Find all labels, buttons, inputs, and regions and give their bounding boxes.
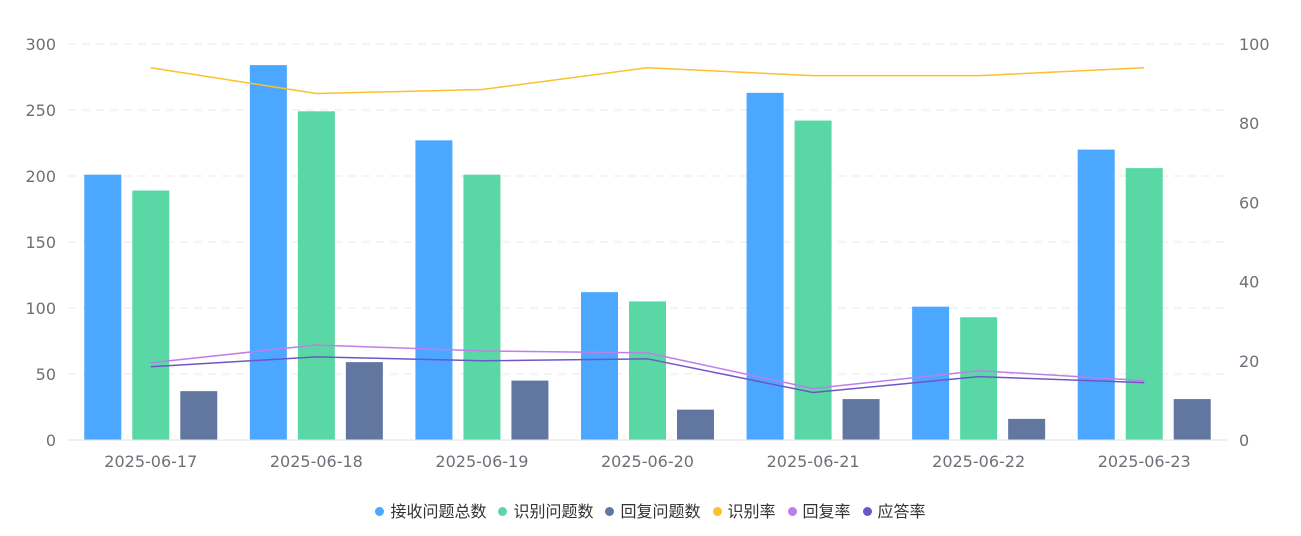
y-left-tick-label: 50 [36,365,56,384]
left-y-axis: 0 50 100 150 200 250 300 [25,35,56,450]
legend-dot-icon [862,507,872,516]
legend-item[interactable]: 识别问题数 [498,498,593,522]
y-right-tick-label: 40 [1239,273,1259,292]
legend-item[interactable]: 应答率 [862,498,926,522]
y-left-tick-label: 250 [25,101,56,120]
y-right-tick-label: 20 [1239,352,1259,371]
bar-2-2025-06-20[interactable] [629,301,666,440]
legend-label: 回复问题数 [620,502,701,521]
y-left-tick-label: 0 [46,431,56,450]
legend-item[interactable]: 识别率 [712,498,776,522]
x-tick-label: 2025-06-22 [932,452,1025,471]
y-left-tick-label: 300 [25,35,56,54]
bar-3-2025-06-19[interactable] [511,380,549,440]
x-axis: 2025-06-17 2025-06-18 2025-06-19 2025-06-20… [68,439,1227,471]
bar-2-2025-06-17[interactable] [132,190,170,440]
bar-2-2025-06-18[interactable] [297,111,335,440]
bar-3-2025-06-22[interactable] [1008,418,1046,440]
legend-label: 接收问题总数 [390,502,487,521]
x-tick-label: 2025-06-18 [270,452,363,471]
bar-1-2025-06-17[interactable] [84,174,122,440]
legend-dot-icon [787,507,797,516]
legend-dot-icon [498,507,508,516]
bar-1-2025-06-19[interactable] [415,140,453,441]
bar-3-2025-06-20[interactable] [677,409,714,440]
y-left-tick-label: 200 [25,167,56,186]
legend-item[interactable]: 回复率 [787,498,851,522]
y-right-tick-label: 100 [1239,35,1270,54]
legend-item[interactable]: 接收问题总数 [375,498,486,522]
bar-1-2025-06-18[interactable] [249,65,287,441]
right-y-axis: 0 20 40 60 80 100 [1239,35,1270,450]
bar-2-2025-06-23[interactable] [1125,168,1163,440]
x-tick-label: 2025-06-23 [1098,452,1191,471]
legend-dot-icon [712,507,722,516]
legend-dot-icon [605,507,615,516]
x-tick-label: 2025-06-20 [601,452,694,471]
line-series [150,67,1145,394]
legend-dot-icon [375,507,385,516]
y-right-tick-label: 60 [1239,193,1259,212]
y-left-tick-label: 100 [25,299,56,318]
bar-3-2025-06-18[interactable] [345,362,383,440]
legend-label: 识别率 [727,502,776,521]
y-left-tick-label: 150 [25,233,56,252]
bar-1-2025-06-21[interactable] [746,92,784,440]
legend-label: 识别问题数 [513,502,594,521]
bar-2-2025-06-22[interactable] [960,317,998,440]
x-tick-label: 2025-06-17 [104,452,197,471]
x-tick-label: 2025-06-19 [435,452,528,471]
y-right-tick-label: 80 [1239,114,1259,133]
legend-label: 回复率 [802,502,851,521]
bar-2-2025-06-19[interactable] [463,174,501,440]
bar-3-2025-06-21[interactable] [842,399,880,440]
x-tick-label: 2025-06-21 [767,452,860,471]
bar-1-2025-06-20[interactable] [581,292,618,440]
legend: 接收问题总数 识别问题数 回复问题数 识别率 回复率 应答率 [0,498,1301,522]
bar-3-2025-06-17[interactable] [180,391,218,440]
bar-3-2025-06-23[interactable] [1173,399,1211,440]
y-right-tick-label: 0 [1239,431,1249,450]
line-series-3[interactable] [150,356,1145,394]
line-series-1[interactable] [150,67,1145,95]
bar-series [84,65,1211,441]
legend-item[interactable]: 回复问题数 [605,498,701,522]
line-series-2[interactable] [150,344,1145,390]
bar-1-2025-06-23[interactable] [1077,149,1115,440]
legend-label: 应答率 [877,502,926,521]
bar-1-2025-06-22[interactable] [912,306,950,440]
